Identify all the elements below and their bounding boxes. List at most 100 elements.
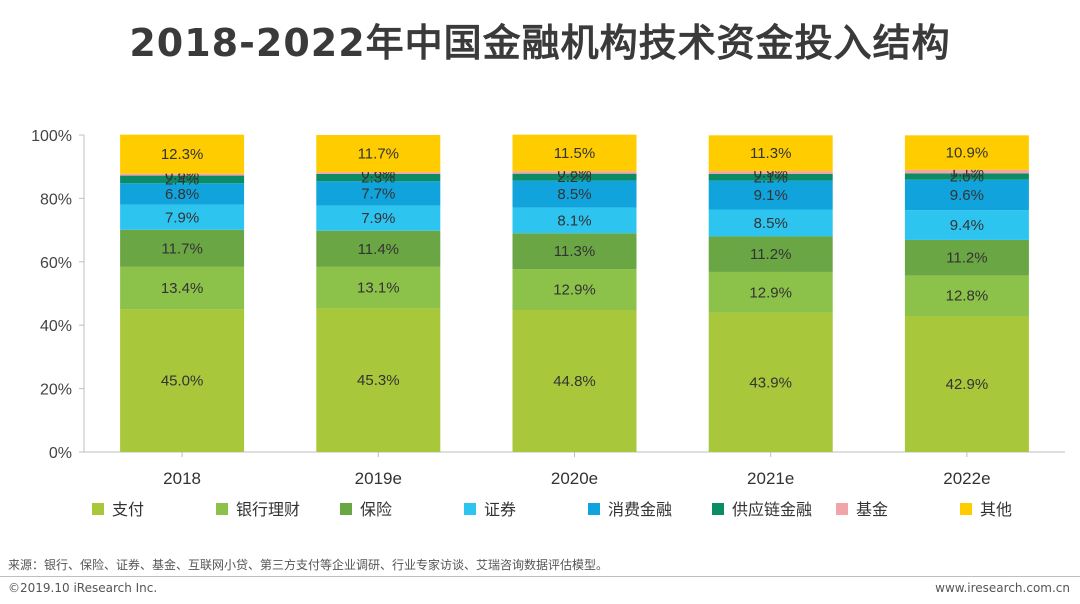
data-label: 2.4% bbox=[165, 171, 199, 188]
legend-swatch bbox=[712, 503, 724, 515]
bar-segment bbox=[120, 309, 245, 452]
data-label: 12.9% bbox=[749, 284, 792, 301]
bar-segment bbox=[708, 271, 833, 313]
legend-swatch bbox=[836, 503, 848, 515]
x-tick-label: 2020e bbox=[551, 469, 598, 488]
legend-swatch bbox=[216, 503, 228, 515]
data-label: 42.9% bbox=[946, 376, 989, 393]
bar-segment bbox=[316, 173, 441, 182]
bar-segment bbox=[904, 179, 1029, 211]
data-label: 11.3% bbox=[554, 243, 595, 260]
data-label: 11.4% bbox=[358, 241, 399, 258]
data-label: 7.9% bbox=[361, 210, 395, 227]
bar-segment bbox=[708, 180, 833, 210]
website-link[interactable]: www.iresearch.com.cn bbox=[935, 581, 1070, 595]
bar-segment bbox=[120, 134, 245, 174]
bar-segment bbox=[708, 209, 833, 237]
bar-segment bbox=[904, 173, 1029, 180]
bar-segment bbox=[708, 236, 833, 272]
bar-segment bbox=[316, 181, 441, 206]
bar-segment bbox=[120, 175, 245, 184]
bar-segment bbox=[316, 266, 441, 309]
bar-segment bbox=[904, 210, 1029, 240]
copyright: ©2019.10 iResearch Inc. bbox=[8, 581, 158, 595]
data-label: 11.2% bbox=[946, 250, 987, 267]
legend-label: 银行理财 bbox=[236, 500, 300, 519]
bar-segment bbox=[512, 180, 637, 208]
x-tick-label: 2022e bbox=[943, 469, 990, 488]
data-label: 6.8% bbox=[165, 186, 199, 203]
data-label: 7.7% bbox=[361, 185, 395, 202]
data-label: 12.9% bbox=[553, 282, 596, 299]
data-label: 11.7% bbox=[161, 240, 202, 257]
bar-segment bbox=[512, 173, 637, 181]
x-tick-label: 2021e bbox=[747, 469, 794, 488]
legend-label: 供应链金融 bbox=[732, 500, 812, 519]
data-label: 12.3% bbox=[161, 146, 204, 163]
legend-label: 保险 bbox=[360, 500, 392, 519]
bar-segment bbox=[708, 135, 833, 172]
data-label: 45.3% bbox=[357, 372, 400, 389]
legend-swatch bbox=[340, 503, 352, 515]
chart-title: 2018-2022年中国金融机构技术资金投入结构 bbox=[129, 21, 951, 65]
data-label: 13.1% bbox=[357, 280, 400, 297]
data-label: 44.8% bbox=[553, 373, 596, 390]
legend-swatch bbox=[92, 503, 104, 515]
data-label: 13.4% bbox=[161, 280, 204, 297]
bar-segment bbox=[904, 169, 1029, 174]
legend-label: 基金 bbox=[856, 500, 888, 519]
data-label: 8.5% bbox=[557, 186, 591, 203]
data-label: 9.1% bbox=[754, 187, 788, 204]
data-label: 8.5% bbox=[754, 215, 788, 232]
legend-swatch bbox=[464, 503, 476, 515]
bar-segment bbox=[316, 230, 441, 267]
legend-label: 消费金融 bbox=[608, 500, 672, 519]
data-label: 8.1% bbox=[557, 212, 591, 229]
data-label: 7.9% bbox=[165, 209, 199, 226]
legend-swatch bbox=[960, 503, 972, 515]
data-label: 11.5% bbox=[554, 145, 595, 162]
bar-segment bbox=[904, 135, 1029, 170]
bar-segment bbox=[316, 205, 441, 231]
bar-segment bbox=[316, 172, 441, 174]
bar-segment bbox=[120, 183, 245, 205]
legend-label: 证券 bbox=[484, 500, 516, 519]
legend-label: 支付 bbox=[112, 500, 144, 519]
bar-segment bbox=[512, 134, 637, 172]
bar-segment bbox=[316, 308, 441, 452]
bar-segment bbox=[512, 233, 637, 270]
y-tick-label: 40% bbox=[40, 318, 72, 335]
legend-swatch bbox=[588, 503, 600, 515]
footer-divider bbox=[0, 576, 1080, 577]
data-label: 43.9% bbox=[749, 374, 792, 391]
y-tick-label: 80% bbox=[40, 191, 72, 208]
bar-segment bbox=[904, 316, 1029, 452]
bar-segment bbox=[120, 229, 245, 267]
data-label: 10.9% bbox=[946, 145, 989, 162]
data-label: 11.3% bbox=[750, 145, 791, 162]
bar-segment bbox=[120, 173, 245, 176]
y-tick-label: 100% bbox=[31, 128, 72, 145]
data-label: 12.8% bbox=[946, 288, 989, 305]
data-label: 9.4% bbox=[950, 217, 984, 234]
x-tick-label: 2018 bbox=[163, 469, 201, 488]
bar-segment bbox=[512, 269, 637, 310]
bar-segment bbox=[904, 275, 1029, 317]
data-label: 11.7% bbox=[358, 146, 399, 163]
bar-segment bbox=[708, 312, 833, 452]
bar-segment bbox=[512, 207, 637, 234]
bar-segment bbox=[512, 171, 637, 174]
y-tick-label: 60% bbox=[40, 255, 72, 272]
y-tick-label: 20% bbox=[40, 382, 72, 399]
data-label: 45.0% bbox=[161, 373, 204, 390]
data-label: 11.2% bbox=[750, 246, 791, 263]
x-tick-label: 2019e bbox=[355, 469, 402, 488]
bar-segment bbox=[316, 135, 441, 173]
bar-segment bbox=[512, 309, 637, 452]
bar-segment bbox=[708, 173, 833, 181]
bar-segment bbox=[708, 171, 833, 174]
bar-segment bbox=[120, 266, 245, 310]
source-note: 来源：银行、保险、证券、基金、互联网小贷、第三方支付等企业调研、行业专家访谈、艾… bbox=[8, 558, 609, 572]
bar-segment bbox=[904, 239, 1029, 276]
